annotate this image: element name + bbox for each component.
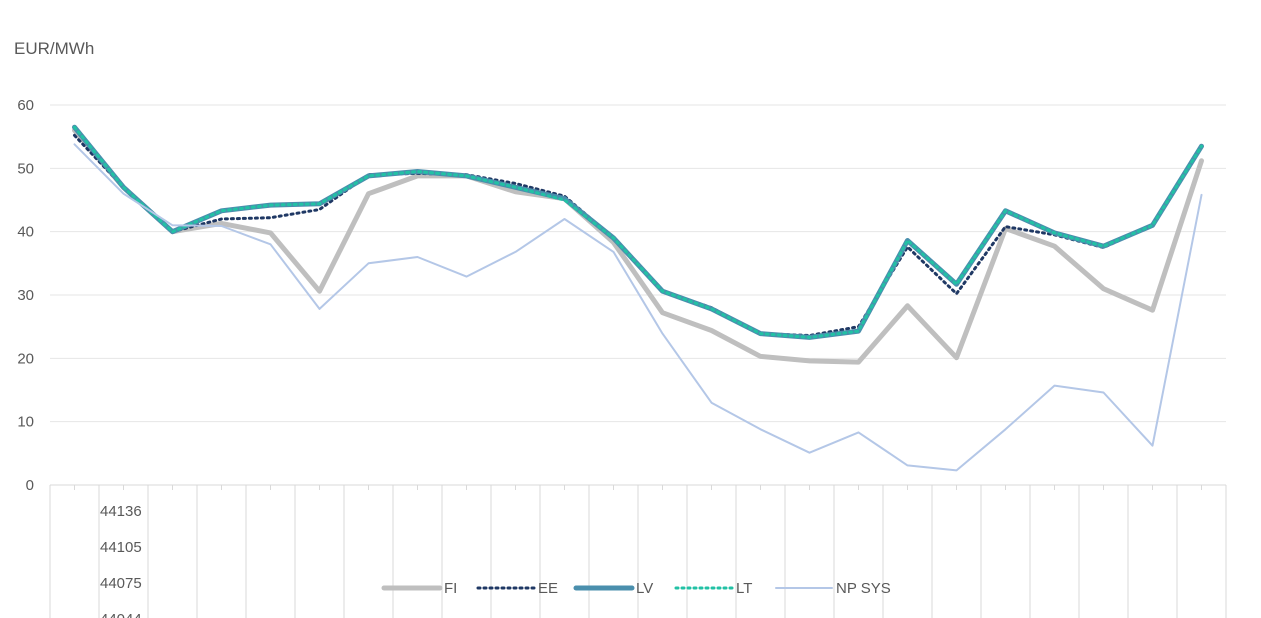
x-axis-tick-labels: 44136 44105 44075 44044 <box>100 503 142 618</box>
y-tick-label: 0 <box>26 477 34 494</box>
y-tick-label: 10 <box>17 414 34 431</box>
legend-label: FI <box>444 580 457 597</box>
y-axis-ticks: 0 10 20 30 40 50 60 <box>17 97 34 494</box>
x-tick-label: 44105 <box>100 539 142 556</box>
y-tick-label: 30 <box>17 287 34 304</box>
x-tick-label: 44136 <box>100 503 142 520</box>
x-tick-label: 44044 <box>100 611 142 618</box>
legend: FI EE LV LT NP SYS <box>381 580 891 597</box>
y-tick-label: 40 <box>17 224 34 241</box>
legend-label: LV <box>636 580 653 597</box>
series-line-lt <box>73 125 1203 339</box>
series-line-ee <box>73 133 1203 337</box>
legend-label: LT <box>736 580 752 597</box>
gridlines <box>50 104 1226 486</box>
legend-label: NP SYS <box>836 580 891 597</box>
series-line-np-sys <box>73 143 1203 472</box>
y-tick-label: 50 <box>17 160 34 177</box>
legend-label: EE <box>538 580 558 597</box>
y-tick-label: 60 <box>17 97 34 114</box>
series-lines <box>72 124 1204 472</box>
y-tick-label: 20 <box>17 350 34 367</box>
x-tick-label: 44075 <box>100 575 142 592</box>
y-axis-unit-label: EUR/MWh <box>14 39 94 58</box>
series-line-fi <box>72 127 1204 365</box>
x-axis-category-lines <box>49 485 1227 618</box>
